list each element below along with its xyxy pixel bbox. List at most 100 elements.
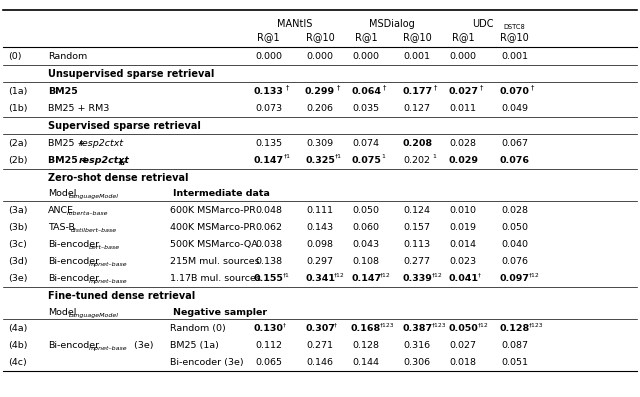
Text: 0.133: 0.133 (254, 87, 284, 96)
Text: 0.049: 0.049 (501, 104, 528, 113)
Text: MSDialog: MSDialog (369, 19, 415, 29)
Text: †1: †1 (283, 272, 290, 278)
Text: 0.000: 0.000 (450, 52, 477, 60)
Text: R@10: R@10 (306, 32, 334, 42)
Text: 0.202: 0.202 (404, 156, 431, 165)
Text: †12: †12 (477, 322, 488, 328)
Text: 0.010: 0.010 (450, 206, 477, 215)
Text: (4b): (4b) (8, 341, 27, 350)
Text: 0.067: 0.067 (501, 139, 528, 148)
Text: †12: †12 (334, 272, 345, 278)
Text: 1: 1 (381, 154, 385, 159)
Text: 0.050: 0.050 (449, 324, 478, 333)
Text: 0.339: 0.339 (403, 274, 432, 283)
Text: 0.040: 0.040 (501, 240, 528, 249)
Text: MANtIS: MANtIS (276, 19, 312, 29)
Text: †: † (337, 85, 340, 91)
Text: Model: Model (48, 189, 76, 198)
Text: 600K MSMarco-PR: 600K MSMarco-PR (170, 206, 255, 215)
Text: 0.027: 0.027 (449, 87, 478, 96)
Text: 0.111: 0.111 (307, 206, 333, 215)
Text: 0.177: 0.177 (402, 87, 433, 96)
Text: 0.076: 0.076 (501, 257, 528, 266)
Text: Supervised sparse retrieval: Supervised sparse retrieval (48, 121, 201, 131)
Text: 0.051: 0.051 (501, 358, 528, 367)
Text: DSTC8: DSTC8 (503, 24, 525, 30)
Text: 0.130: 0.130 (254, 324, 284, 333)
Text: Bi-encoder: Bi-encoder (48, 274, 99, 283)
Text: 0.076: 0.076 (500, 156, 529, 165)
Text: LanguageModel: LanguageModel (68, 312, 118, 318)
Text: (3a): (3a) (8, 206, 27, 215)
Text: †1: †1 (335, 154, 342, 159)
Text: 0.206: 0.206 (307, 104, 333, 113)
Text: 1: 1 (433, 154, 436, 159)
Text: 0.074: 0.074 (353, 139, 380, 148)
Text: 0.014: 0.014 (450, 240, 477, 249)
Text: 0.028: 0.028 (450, 139, 477, 148)
Text: 0.062: 0.062 (255, 223, 282, 232)
Text: BM25 (1a): BM25 (1a) (170, 341, 218, 350)
Text: †12: †12 (431, 272, 442, 278)
Text: 0.307: 0.307 (305, 324, 335, 333)
Text: (3e): (3e) (131, 341, 154, 350)
Text: LanguageModel: LanguageModel (68, 194, 118, 199)
Text: BM25 +: BM25 + (48, 156, 92, 165)
Text: 0.147: 0.147 (253, 156, 284, 165)
Text: 0.000: 0.000 (255, 52, 282, 60)
Text: 0.001: 0.001 (501, 52, 528, 60)
Text: †: † (283, 322, 286, 328)
Text: 0.127: 0.127 (404, 104, 431, 113)
Text: Fine-tuned dense retrieval: Fine-tuned dense retrieval (48, 291, 195, 301)
Text: 0.128: 0.128 (353, 341, 380, 350)
Text: †12: †12 (529, 272, 540, 278)
Text: R@10: R@10 (500, 32, 529, 42)
Text: 0.138: 0.138 (255, 257, 282, 266)
Text: 0.075: 0.075 (351, 156, 381, 165)
Text: 0.157: 0.157 (404, 223, 431, 232)
Text: mpnet–base: mpnet–base (89, 279, 127, 284)
Text: Model: Model (48, 308, 76, 317)
Text: (3b): (3b) (8, 223, 28, 232)
Text: 0.087: 0.087 (501, 341, 528, 350)
Text: †: † (285, 85, 289, 91)
Text: Negative sampler: Negative sampler (173, 308, 267, 317)
Text: ANCE: ANCE (48, 206, 74, 215)
Text: 0.018: 0.018 (450, 358, 477, 367)
Text: bert–base: bert–base (89, 245, 120, 250)
Text: †: † (434, 85, 437, 91)
Text: Bi-encoder: Bi-encoder (48, 341, 99, 350)
Text: 0.050: 0.050 (353, 206, 380, 215)
Text: †: † (477, 272, 481, 278)
Text: distilbert–base: distilbert–base (70, 228, 116, 233)
Text: 0.041: 0.041 (449, 274, 478, 283)
Text: 0.070: 0.070 (500, 87, 529, 96)
Text: †123: †123 (380, 322, 395, 328)
Text: Random (0): Random (0) (170, 324, 225, 333)
Text: †12: †12 (380, 272, 391, 278)
Text: 0.098: 0.098 (307, 240, 333, 249)
Text: 500K MSMarco-QA: 500K MSMarco-QA (170, 240, 257, 249)
Text: †: † (531, 85, 534, 91)
Text: BM25 +: BM25 + (48, 139, 88, 148)
Text: 0.019: 0.019 (450, 223, 477, 232)
Text: 0.060: 0.060 (353, 223, 380, 232)
Text: Random: Random (48, 52, 87, 60)
Text: †: † (383, 85, 386, 91)
Text: UDC: UDC (472, 19, 493, 29)
Text: 0.023: 0.023 (450, 257, 477, 266)
Text: 0.097: 0.097 (500, 274, 529, 283)
Text: 0.341: 0.341 (305, 274, 335, 283)
Text: 0.011: 0.011 (450, 104, 477, 113)
Text: mpnet–base: mpnet–base (89, 262, 127, 267)
Text: 0.297: 0.297 (307, 257, 333, 266)
Text: TAS-B: TAS-B (48, 223, 75, 232)
Text: Unsupervised sparse retrieval: Unsupervised sparse retrieval (48, 69, 214, 79)
Text: 0.271: 0.271 (307, 341, 333, 350)
Text: 0.128: 0.128 (499, 324, 530, 333)
Text: Bi-encoder: Bi-encoder (48, 257, 99, 266)
Text: †123: †123 (431, 322, 446, 328)
Text: †: † (480, 85, 483, 91)
Text: 0.112: 0.112 (255, 341, 282, 350)
Text: 0.124: 0.124 (404, 206, 431, 215)
